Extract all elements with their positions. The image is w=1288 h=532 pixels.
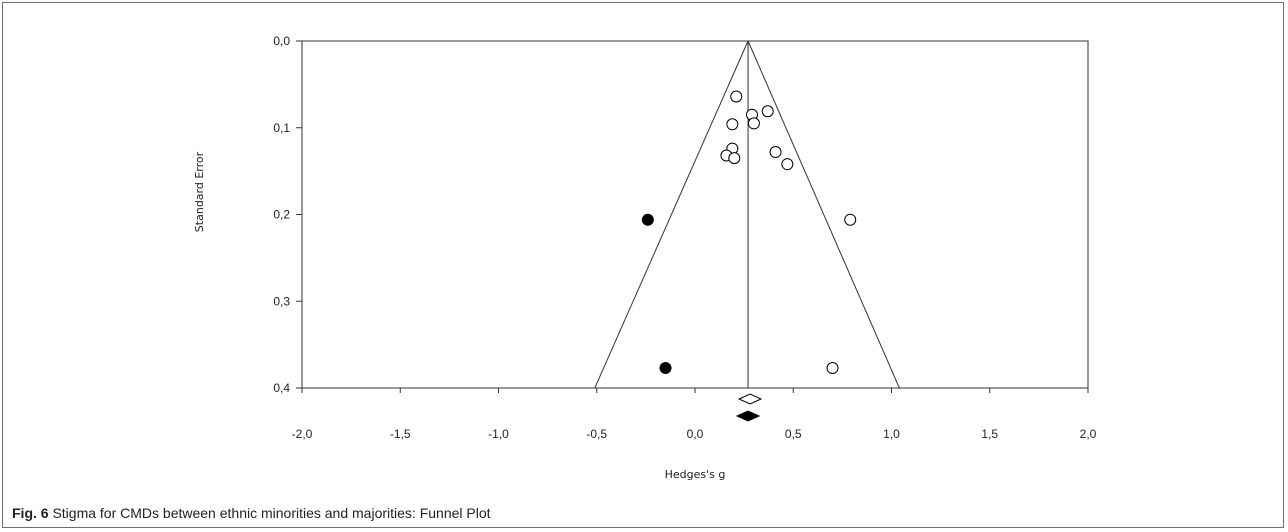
- funnel-left-line: [594, 40, 749, 389]
- observed-study-point: [769, 146, 782, 159]
- x-tick-label: -1,0: [488, 427, 509, 441]
- y-tick-label: 0,0: [273, 34, 290, 48]
- summary-diamonds: [735, 393, 763, 422]
- x-axis-title: Hedges's g: [665, 468, 726, 481]
- observed-study-point: [826, 362, 839, 375]
- x-tick-label: 1,0: [883, 427, 900, 441]
- funnel-lines: [594, 40, 900, 389]
- observed-summary-diamond: [737, 393, 763, 405]
- y-tick-label: 0,3: [273, 294, 290, 308]
- funnel-plot: 0,0 0,1 0,2 0,3 0,4 -2,0 -1,5 -1,0 -0,5 0,0 0,5 1,…: [193, 34, 1097, 481]
- imputed-study-point: [641, 213, 654, 226]
- x-tick-label: 2,0: [1080, 427, 1097, 441]
- x-axis: -2,0 -1,5 -1,0 -0,5 0,0 0,5 1,0 1,5 2,0: [292, 388, 1097, 441]
- y-axis: 0,0 0,1 0,2 0,3 0,4: [273, 34, 302, 395]
- x-tick-label: -2,0: [292, 427, 313, 441]
- x-tick-label: 1,5: [981, 427, 998, 441]
- y-axis-title: Standard Error: [193, 151, 206, 232]
- x-tick-label: 0,5: [785, 427, 802, 441]
- observed-study-point: [747, 117, 760, 130]
- observed-study-point: [728, 152, 741, 165]
- plot-area: [301, 40, 1089, 389]
- observed-study-point: [761, 105, 774, 118]
- figure-label: Fig. 6: [12, 505, 49, 521]
- y-tick-label: 0,1: [273, 121, 290, 135]
- y-tick-label: 0,2: [273, 208, 290, 222]
- figure-caption: Fig. 6 Stigma for CMDs between ethnic mi…: [12, 505, 491, 521]
- figure-caption-text: Stigma for CMDs between ethnic minoritie…: [48, 505, 491, 521]
- observed-study-point: [730, 90, 743, 103]
- x-tick-label: -1,5: [390, 427, 411, 441]
- y-tick-label: 0,4: [273, 381, 290, 395]
- observed-study-point: [726, 118, 739, 131]
- x-tick-label: -0,5: [586, 427, 607, 441]
- observed-study-point: [781, 158, 794, 171]
- funnel-right-line: [747, 40, 900, 389]
- observed-study-point: [844, 213, 857, 226]
- adjusted-summary-diamond: [735, 410, 761, 422]
- study-points: [641, 90, 857, 375]
- imputed-study-point: [659, 362, 672, 375]
- x-tick-label: 0,0: [687, 427, 704, 441]
